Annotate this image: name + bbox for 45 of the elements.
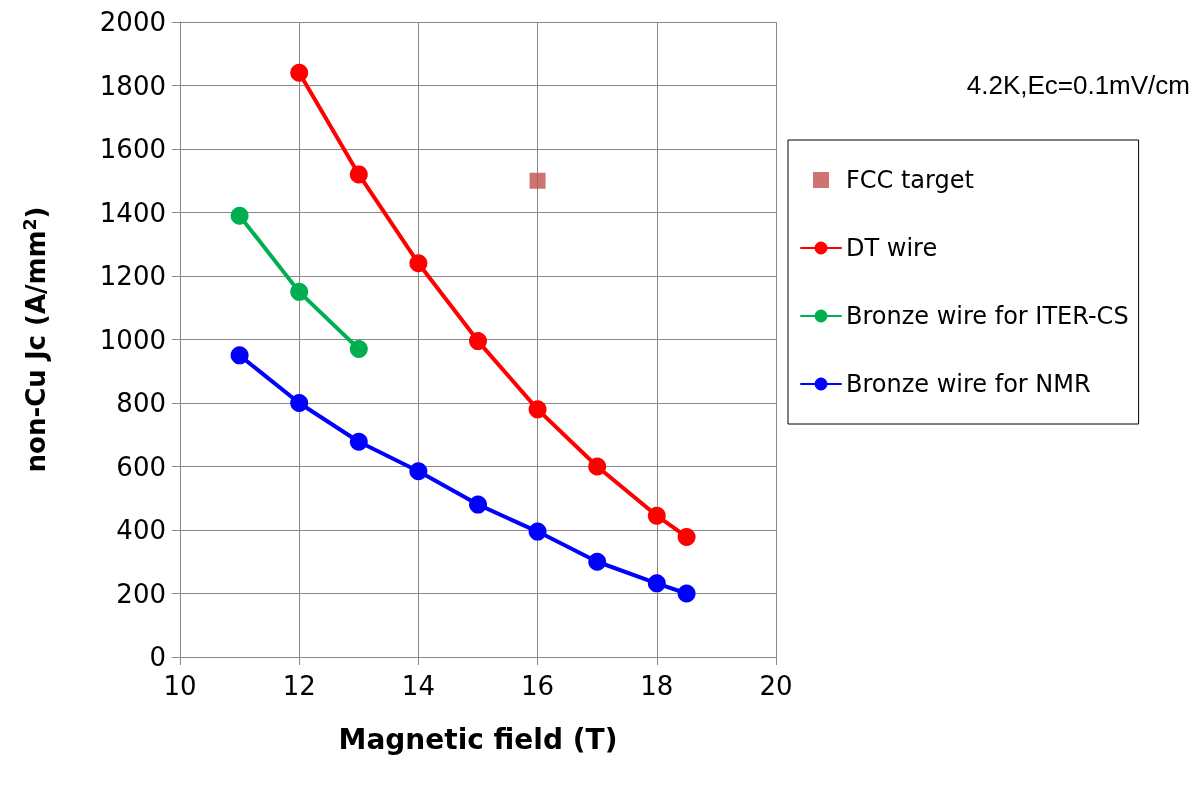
- point: [409, 254, 428, 273]
- y-tick-label: 400: [116, 515, 166, 545]
- x-tick-label: 10: [163, 671, 197, 701]
- point: [349, 432, 368, 451]
- x-axis-title: Magnetic field (T): [338, 722, 618, 756]
- y-axis-title: non-Cu Jc (A/mm2): [19, 206, 51, 473]
- legend-label: Bronze wire for NMR: [846, 370, 1091, 398]
- point: [528, 400, 547, 419]
- y-tick-label: 1800: [99, 70, 166, 101]
- legend-label: FCC target: [846, 166, 974, 194]
- point: [529, 172, 546, 189]
- point: [588, 457, 607, 476]
- point: [469, 332, 487, 351]
- point: [409, 462, 428, 481]
- y-tick-label: 800: [116, 388, 166, 418]
- point: [349, 165, 368, 184]
- y-tick-label: 1200: [99, 261, 166, 291]
- point: [230, 346, 249, 365]
- legend-label: Bronze wire for ITER-CS: [846, 302, 1129, 330]
- point: [290, 394, 309, 412]
- x-tick-label: 14: [401, 671, 435, 701]
- y-tick-label: 2000: [99, 7, 166, 37]
- point: [647, 574, 666, 593]
- y-tick-label: 200: [116, 578, 166, 609]
- point: [528, 522, 547, 541]
- y-tick-label: 1000: [99, 324, 166, 355]
- point: [677, 584, 696, 603]
- x-tick-label: 20: [759, 671, 793, 701]
- legend-label: DT wire: [846, 234, 938, 262]
- y-tick-label: 1600: [99, 134, 166, 164]
- x-tick-label: 16: [521, 671, 555, 701]
- point: [677, 527, 696, 546]
- point: [349, 340, 368, 359]
- x-tick-label: 12: [282, 671, 316, 701]
- point: [469, 495, 487, 514]
- point: [588, 552, 607, 571]
- point: [230, 206, 249, 225]
- point: [290, 282, 309, 301]
- text: 4.2K,Ec=0.1mV/cm: [966, 70, 1191, 100]
- y-tick-label: 0: [149, 642, 166, 672]
- y-tick-label: 1400: [99, 197, 166, 228]
- x-tick-label: 18: [640, 671, 674, 701]
- point: [647, 506, 666, 525]
- point: [290, 63, 309, 82]
- y-tick-label: 600: [116, 451, 166, 482]
